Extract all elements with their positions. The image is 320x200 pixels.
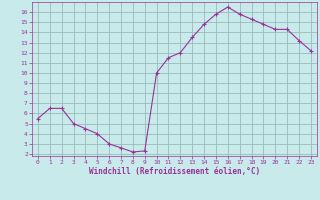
- X-axis label: Windchill (Refroidissement éolien,°C): Windchill (Refroidissement éolien,°C): [89, 167, 260, 176]
